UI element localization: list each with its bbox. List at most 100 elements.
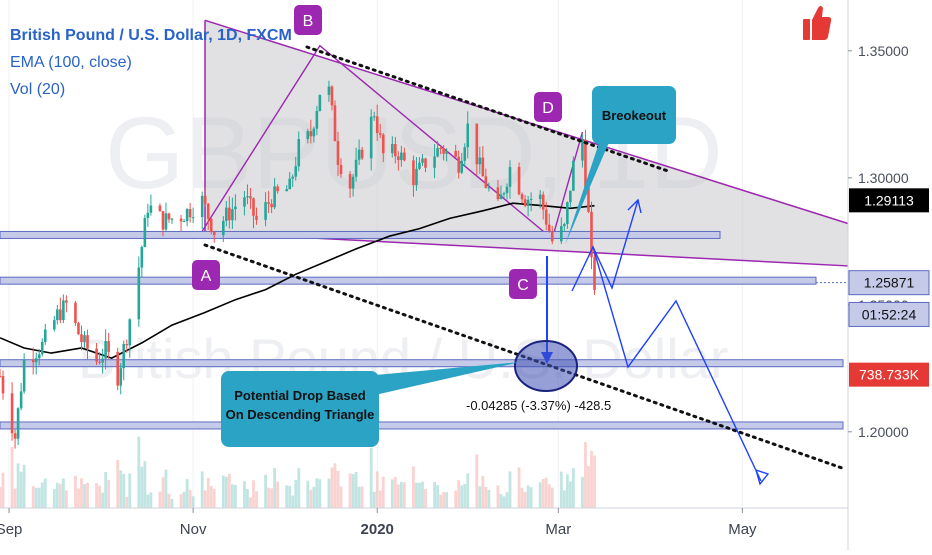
price-tag [849,188,929,213]
volume-bar [390,479,394,508]
volume-bar [523,492,527,508]
candle-body [397,156,400,161]
candle-body [128,319,132,346]
y-tick-label: 1.35000 [858,43,909,59]
candle-body [351,176,355,189]
volume-bar [593,455,596,508]
volume-bar [544,477,548,508]
volume-bar [565,474,569,508]
legend-ema[interactable]: EMA (100, close) [10,54,132,71]
candle-body [381,134,385,154]
volume-bar [61,478,65,508]
support-zone[interactable] [0,230,721,239]
volume-bar [315,478,319,508]
support-zone[interactable] [0,421,844,430]
volume-bar [587,466,590,508]
legend-vol[interactable]: Vol (20) [10,81,66,98]
volume-bar [77,488,80,508]
candle-body [86,335,89,349]
candle-body [297,139,301,167]
volume-bar [421,481,424,508]
candle-body [291,176,295,179]
candle-body [378,133,382,135]
volume-bar [439,494,442,508]
candle-body [569,190,572,203]
price-tag [848,301,930,327]
candle-body [593,257,596,290]
volume-bar [460,485,464,508]
volume-bar [188,489,192,508]
candle-body [369,116,373,159]
candle-body [19,391,23,409]
candle-body [191,217,195,219]
volume-bar [19,471,23,508]
candle-body [457,156,461,173]
candle-body [538,194,542,199]
volume-bar [101,492,105,508]
volume-bar [399,481,403,508]
support-zone[interactable] [0,276,817,285]
volume-bar [107,480,111,508]
price-tag-label: 1.29113 [864,192,914,208]
candle-body [140,247,144,268]
volume-bar [252,480,255,508]
point-label-box [294,5,322,35]
candle-body [517,166,521,195]
candle-body [547,224,551,232]
volume-bar [182,491,186,508]
price-tag-label: 01:52:24 [862,306,917,322]
candle-body [0,375,2,377]
candle-body [357,149,361,160]
volume-bar [104,471,108,508]
volume-bar [581,476,584,508]
volume-bar [191,496,195,508]
price-tag-label: 738.733K [859,367,920,383]
volume-bar [0,487,2,508]
volume-bar [55,482,59,508]
volume-bar [584,442,587,508]
candle-body [563,223,566,227]
point-label-box [534,92,562,122]
thumbs-up-icon[interactable] [802,4,832,42]
candle-body [375,116,379,134]
candle-body [164,213,168,230]
candle-body [206,203,210,219]
candle-body [276,186,279,192]
y-tick-label: 1.30000 [858,170,909,186]
volume-bar [52,489,56,508]
volume-bar [206,477,210,508]
volume-bar [402,482,406,508]
volume-bar [393,476,397,508]
candle-body [16,408,20,439]
candle-body [95,348,98,362]
drop-callout-tail [375,362,520,395]
candle-body [83,335,86,343]
volume-bar [547,484,551,508]
volume-bar [375,471,379,508]
volume-bar [243,481,246,508]
x-tick-label: May [728,521,757,538]
volume-bar [285,485,289,508]
candle-body [137,267,141,320]
candle-body [499,194,503,200]
volume-bar [412,466,415,508]
volume-bar [381,476,385,508]
candle-body [312,128,316,137]
volume-bar [481,476,485,508]
support-zone[interactable] [0,359,844,368]
candle-body [294,166,298,177]
legend-title[interactable]: British Pound / U.S. Dollar, 1D, FXCM [10,27,292,44]
candle-body [439,148,442,150]
x-tick-label: 2020 [361,521,394,538]
candle-body [505,186,509,194]
candle-body [394,144,397,157]
candle-body [98,361,101,363]
candle-body [10,393,14,434]
volume-bar [487,489,491,508]
volume-bar [170,498,174,508]
volume-bar [309,489,313,508]
volume-bar [559,471,563,508]
candle-body [433,156,436,168]
price-tag [848,270,930,296]
